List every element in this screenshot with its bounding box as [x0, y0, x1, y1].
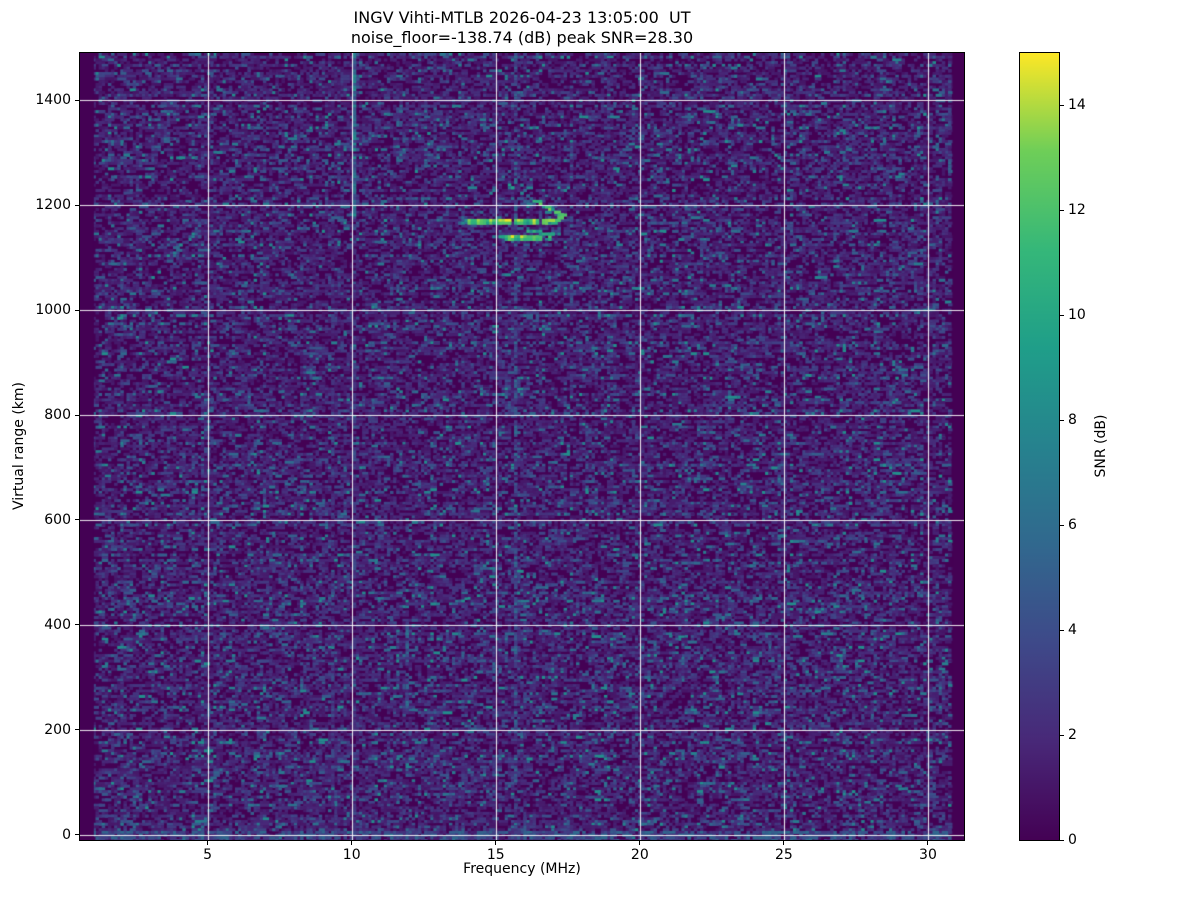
colorbar-tick-label: 6	[1068, 517, 1077, 534]
y-axis-label: Virtual range (km)	[11, 381, 27, 511]
colorbar-tick-label: 8	[1068, 412, 1077, 429]
plot-title: INGV Vihti-MTLB 2026-04-23 13:05:00 UT	[353, 8, 691, 27]
y-tick-mark	[75, 414, 79, 416]
y-tick-label: 200	[44, 721, 71, 738]
y-tick-label: 400	[44, 616, 71, 633]
colorbar-tick-label: 4	[1068, 622, 1077, 639]
colorbar-label: SNR (dB)	[1093, 414, 1109, 478]
x-tick-label: 20	[630, 847, 649, 863]
x-tick-mark	[783, 841, 785, 845]
x-tick-label: 15	[486, 847, 505, 863]
colorbar-tick-mark	[1060, 209, 1064, 211]
colorbar-tick-mark	[1060, 524, 1064, 526]
x-tick-label: 5	[203, 847, 213, 863]
colorbar-tick-label: 0	[1068, 832, 1077, 848]
ionogram-heatmap	[79, 52, 965, 841]
colorbar-tick-mark	[1060, 839, 1064, 841]
y-tick-mark	[75, 519, 79, 521]
y-tick-label: 600	[44, 511, 71, 528]
plot-subtitle: noise_floor=-138.74 (dB) peak SNR=28.30	[350, 28, 694, 47]
y-tick-mark	[75, 204, 79, 206]
x-tick-mark	[927, 841, 929, 845]
y-tick-mark	[75, 99, 79, 101]
x-tick-label: 30	[919, 847, 937, 863]
colorbar-tick-mark	[1060, 104, 1064, 106]
x-tick-mark	[495, 841, 497, 845]
x-tick-label: 25	[774, 847, 793, 863]
colorbar-tick-label: 2	[1068, 727, 1077, 744]
x-tick-mark	[207, 841, 209, 845]
colorbar	[1019, 52, 1060, 841]
y-tick-label: 800	[44, 407, 71, 424]
colorbar-tick-mark	[1060, 314, 1064, 316]
colorbar-tick-mark	[1060, 629, 1064, 631]
x-tick-mark	[639, 841, 641, 845]
y-tick-mark	[75, 309, 79, 311]
x-tick-label: 10	[342, 847, 361, 863]
y-tick-label: 1400	[35, 92, 71, 109]
y-tick-label: 0	[62, 826, 71, 843]
y-tick-label: 1000	[35, 302, 71, 319]
y-tick-mark	[75, 834, 79, 836]
colorbar-tick-mark	[1060, 734, 1064, 736]
colorbar-tick-label: 12	[1068, 202, 1086, 219]
x-axis-label: Frequency (MHz)	[463, 861, 581, 877]
y-tick-label: 1200	[35, 197, 71, 214]
x-tick-mark	[351, 841, 353, 845]
colorbar-tick-label: 10	[1068, 307, 1086, 324]
colorbar-tick-mark	[1060, 419, 1064, 421]
colorbar-tick-label: 14	[1068, 97, 1086, 114]
y-tick-mark	[75, 729, 79, 731]
y-tick-mark	[75, 624, 79, 626]
